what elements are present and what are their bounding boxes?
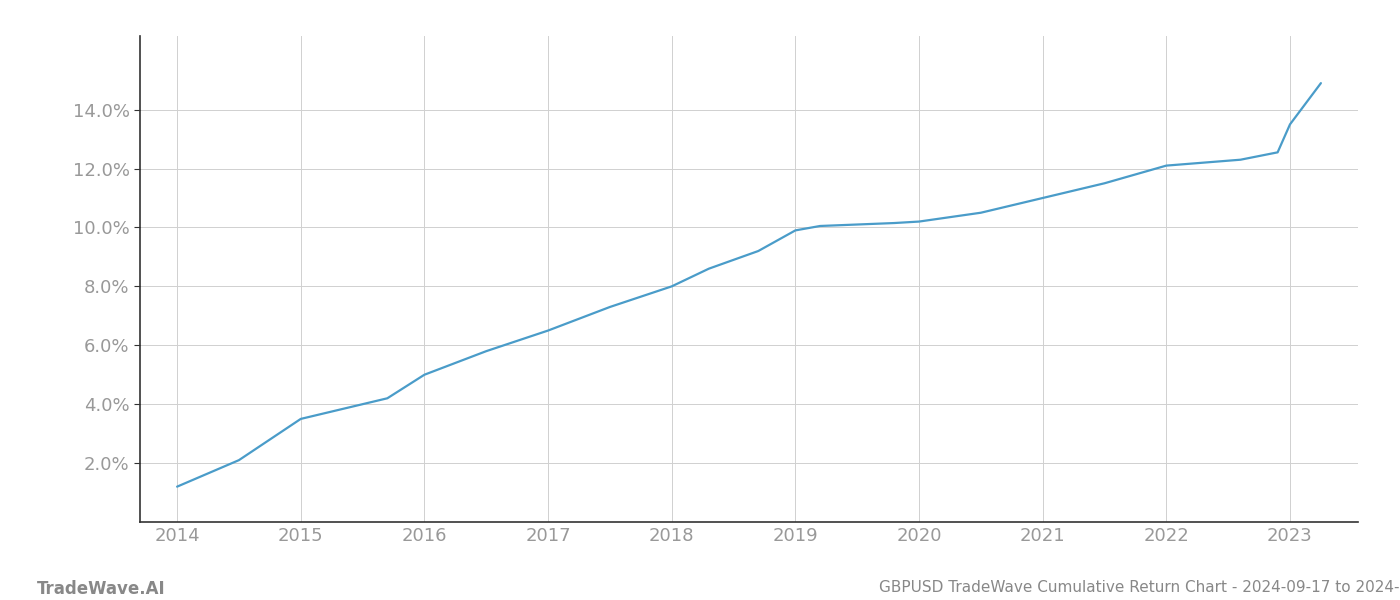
Text: GBPUSD TradeWave Cumulative Return Chart - 2024-09-17 to 2024-10-02: GBPUSD TradeWave Cumulative Return Chart… [879, 580, 1400, 595]
Text: TradeWave.AI: TradeWave.AI [36, 580, 165, 598]
